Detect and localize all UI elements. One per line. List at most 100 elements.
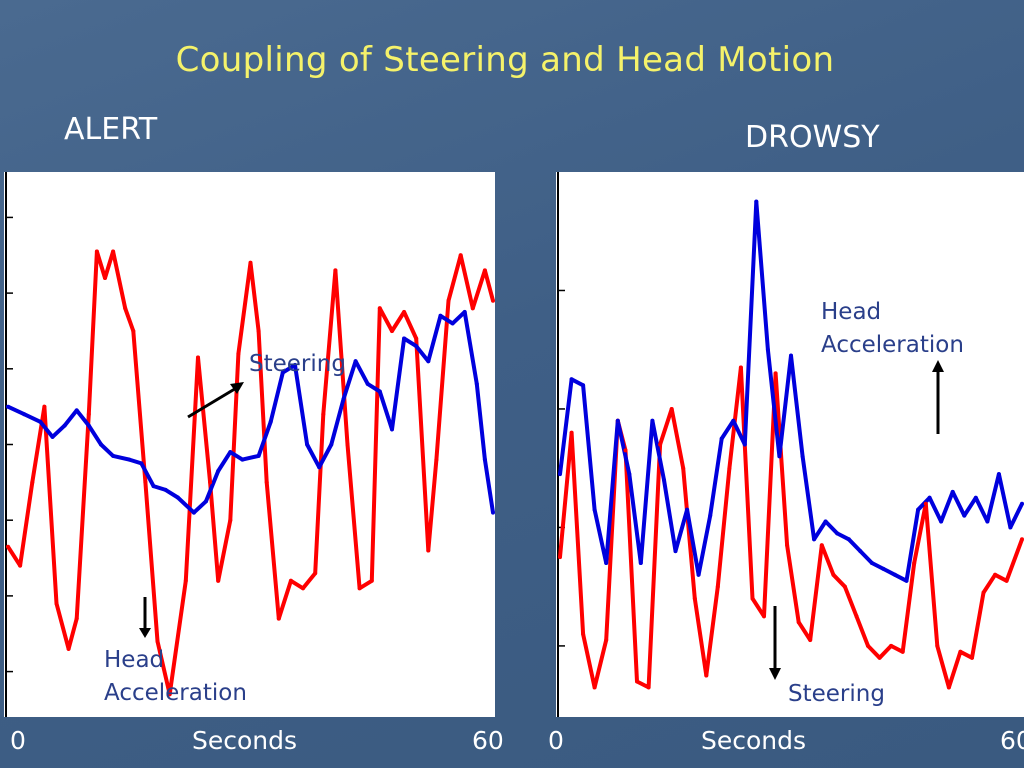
- alert-head-point-31: [402, 336, 407, 341]
- drowsy-steering-point-31: [912, 561, 917, 565]
- alert-head-point-10: [139, 461, 144, 466]
- alert-head-point-20: [268, 419, 273, 424]
- alert-head-point-33: [426, 359, 431, 364]
- alert-steering-point-42: [470, 306, 475, 311]
- drowsy-x-tick-end: 60: [1000, 726, 1024, 755]
- drowsy-head-point-26: [858, 549, 863, 554]
- alert-head-point-0: [6, 404, 10, 409]
- alert-steering-line: [6, 249, 495, 697]
- alert-head-arrowhead: [139, 628, 151, 638]
- drowsy-steering-point-15: [727, 466, 732, 471]
- drowsy-steering-point-17: [750, 596, 755, 601]
- drowsy-head-point-13: [708, 513, 713, 518]
- drowsy-head-point-40: [1020, 501, 1024, 506]
- drowsy-steering-annotation: Steering: [788, 681, 885, 707]
- drowsy-steering-point-16: [738, 365, 743, 370]
- drowsy-steering-point-30: [900, 649, 905, 654]
- drowsy-label: DROWSY: [745, 120, 880, 155]
- drowsy-steering-point-0: [558, 555, 562, 560]
- drowsy-head-point-35: [962, 513, 967, 518]
- alert-head-point-16: [216, 469, 221, 473]
- drowsy-head-point-30: [904, 578, 909, 583]
- alert-head-point-4: [62, 423, 67, 428]
- alert-steering-point-43: [482, 268, 487, 273]
- alert-head-point-37: [474, 381, 479, 386]
- alert-steering-point-38: [426, 548, 431, 553]
- alert-head-point-13: [175, 495, 180, 500]
- alert-head-point-23: [305, 442, 310, 447]
- drowsy-head-point-24: [835, 531, 840, 536]
- drowsy-steering-point-12: [692, 596, 697, 601]
- drowsy-head-point-3: [592, 507, 597, 512]
- alert-steering-point-26: [288, 578, 293, 583]
- alert-head-point-38: [482, 457, 487, 462]
- alert-steering-point-9: [103, 276, 107, 280]
- alert-steering-arrow: [187, 385, 239, 419]
- drowsy-head-point-5: [615, 418, 620, 423]
- alert-steering-point-19: [216, 578, 221, 583]
- drowsy-head-point-1: [569, 377, 574, 382]
- drowsy-chart-svg: [557, 172, 1024, 717]
- alert-y-ticks: [6, 216, 13, 673]
- alert-steering-annotation: Steering: [249, 351, 346, 377]
- alert-steering-point-22: [248, 260, 253, 265]
- drowsy-steering-point-40: [1020, 537, 1024, 542]
- alert-steering-point-10: [111, 249, 116, 254]
- alert-steering-point-36: [402, 310, 407, 314]
- drowsy-steering-point-1: [569, 430, 574, 435]
- drowsy-head-point-4: [604, 561, 609, 565]
- alert-steering-point-34: [377, 306, 382, 311]
- drowsy-steering-point-4: [604, 638, 609, 642]
- drowsy-steering-point-32: [923, 501, 928, 506]
- alert-head-point-12: [163, 487, 168, 492]
- drowsy-head-point-31: [916, 507, 921, 512]
- drowsy-steering-point-34: [946, 685, 951, 690]
- drowsy-steering-point-37: [981, 590, 986, 595]
- drowsy-steering-point-35: [958, 649, 963, 654]
- alert-head-point-14: [191, 510, 196, 515]
- drowsy-head-point-23: [823, 519, 828, 524]
- alert-steering-point-32: [357, 586, 362, 591]
- drowsy-x-axis-label: Seconds: [701, 726, 807, 755]
- alert-head-annotation: Head Acceleration: [104, 647, 247, 706]
- drowsy-head-point-36: [973, 495, 978, 500]
- drowsy-steering-point-8: [646, 685, 651, 690]
- drowsy-head-point-18: [765, 347, 770, 352]
- drowsy-head-point-21: [800, 454, 805, 459]
- alert-steering-point-3: [42, 404, 47, 409]
- alert-steering-point-23: [256, 329, 261, 333]
- alert-chart-svg: [5, 172, 495, 717]
- alert-x-axis-label: Seconds: [192, 726, 298, 755]
- drowsy-head-point-14: [719, 436, 724, 441]
- drowsy-head-point-28: [881, 566, 886, 571]
- drowsy-steering-point-22: [808, 638, 813, 642]
- drowsy-steering-point-13: [704, 673, 709, 678]
- alert-head-point-39: [491, 510, 495, 515]
- drowsy-head-point-10: [673, 549, 678, 554]
- alert-head-point-32: [414, 344, 419, 349]
- drowsy-steering-point-24: [831, 572, 836, 577]
- alert-steering-point-41: [458, 253, 463, 258]
- drowsy-steering-point-20: [785, 543, 790, 548]
- alert-head-point-11: [151, 484, 156, 489]
- alert-head-point-1: [22, 412, 27, 417]
- drowsy-steering-arrowhead: [769, 668, 781, 680]
- drowsy-head-point-22: [812, 537, 817, 542]
- drowsy-x-tick-start: 0: [548, 726, 564, 755]
- drowsy-steering-point-38: [993, 572, 998, 577]
- alert-head-acceleration-line: [7, 310, 495, 515]
- alert-head-point-18: [240, 457, 245, 462]
- alert-head-point-8: [111, 453, 116, 458]
- drowsy-head-point-37: [985, 519, 990, 524]
- drowsy-steering-point-3: [592, 685, 597, 690]
- alert-head-point-15: [204, 499, 208, 504]
- alert-steering-point-37: [414, 336, 419, 341]
- drowsy-steering-point-36: [970, 655, 974, 660]
- drowsy-head-point-12: [696, 572, 701, 577]
- drowsy-steering-point-9: [658, 442, 663, 447]
- alert-steering-point-0: [6, 544, 10, 549]
- drowsy-head-point-29: [892, 572, 897, 577]
- alert-steering-point-20: [228, 518, 233, 523]
- alert-steering-point-7: [86, 412, 91, 417]
- alert-head-point-34: [438, 313, 443, 318]
